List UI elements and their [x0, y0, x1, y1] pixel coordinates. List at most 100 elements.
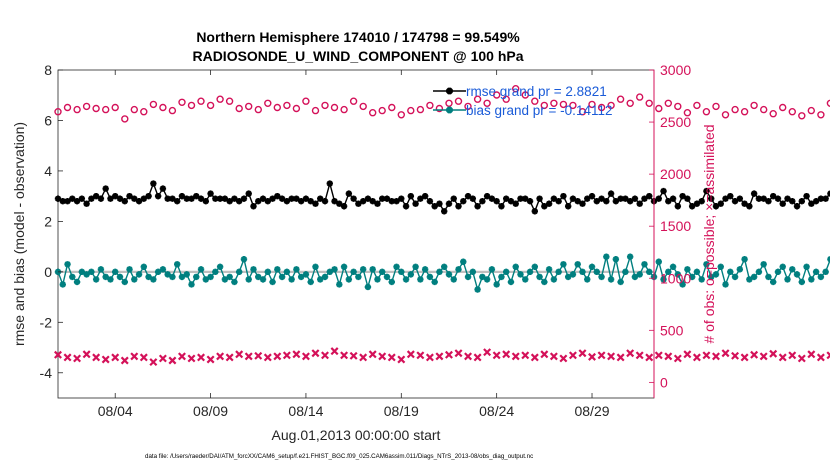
data-point-obs-assimilated-32 — [359, 353, 368, 362]
data-point-obs-assimilated-75 — [769, 349, 778, 358]
data-point-obs-assimilated-58 — [607, 352, 616, 361]
data-point-rmse-48 — [283, 198, 291, 205]
data-point-bias-65 — [364, 283, 372, 291]
data-point-rmse-75 — [412, 200, 419, 207]
data-point-obs-possible-9 — [140, 107, 148, 116]
data-point-bias-122 — [636, 271, 643, 278]
data-point-bias-118 — [617, 278, 624, 286]
data-point-obs-possible-14 — [187, 101, 196, 110]
data-point-rmse-134 — [693, 200, 701, 207]
data-point-bias-46 — [274, 266, 281, 273]
data-point-obs-possible-66 — [683, 108, 692, 117]
data-point-rmse-132 — [684, 195, 691, 202]
data-point-rmse-98 — [522, 195, 529, 202]
data-point-obs-assimilated-43 — [464, 352, 473, 361]
data-point-rmse-119 — [622, 195, 629, 202]
data-point-bias-55 — [317, 276, 324, 283]
data-point-obs-possible-63 — [655, 104, 663, 113]
data-point-bias-45 — [269, 278, 276, 286]
data-point-obs-assimilated-72 — [740, 353, 749, 362]
data-point-bias-11 — [107, 276, 114, 283]
data-point-obs-possible-77 — [788, 107, 796, 116]
chart-title-line-1: Northern Hemisphere 174010 / 174798 = 99… — [196, 29, 520, 45]
data-point-obs-possible-43 — [464, 102, 472, 111]
data-point-rmse-19 — [145, 192, 152, 200]
data-point-bias-10 — [102, 273, 109, 281]
data-point-rmse-25 — [174, 198, 181, 205]
data-point-bias-72 — [398, 268, 405, 276]
data-point-obs-assimilated-29 — [330, 347, 339, 356]
data-point-obs-possible-6 — [111, 103, 119, 112]
data-point-bias-30 — [197, 266, 205, 273]
data-point-rmse-6 — [83, 200, 90, 207]
data-point-rmse-46 — [274, 192, 281, 200]
data-point-bias-63 — [355, 273, 362, 281]
data-point-rmse-41 — [250, 203, 257, 210]
data-point-bias-78 — [426, 273, 434, 281]
data-point-bias-97 — [517, 271, 524, 278]
chart-title-line-2: RADIOSONDE_U_WIND_COMPONENT @ 100 hPa — [192, 48, 523, 64]
data-point-bias-110 — [579, 268, 586, 276]
data-point-obs-assimilated-73 — [750, 350, 759, 359]
data-point-bias-157 — [803, 263, 810, 270]
data-point-bias-4 — [73, 278, 81, 286]
data-point-rmse-116 — [607, 190, 615, 197]
data-point-obs-possible-68 — [702, 107, 711, 116]
data-point-rmse-26 — [178, 192, 186, 200]
data-point-obs-assimilated-77 — [788, 351, 797, 360]
data-point-obs-possible-80 — [817, 111, 825, 119]
data-point-obs-possible-30 — [340, 105, 348, 114]
data-point-bias-17 — [135, 271, 143, 278]
data-point-bias-89 — [479, 273, 486, 281]
data-point-obs-possible-75 — [769, 109, 777, 118]
data-point-rmse-29 — [193, 192, 200, 200]
data-point-bias-39 — [240, 256, 248, 263]
data-point-bias-109 — [574, 261, 581, 268]
data-point-bias-144 — [741, 256, 748, 263]
data-point-bias-75 — [412, 263, 419, 270]
data-point-rmse-108 — [569, 195, 577, 202]
data-point-obs-assimilated-16 — [206, 355, 215, 364]
data-point-rmse-80 — [436, 200, 443, 207]
data-point-bias-136 — [703, 261, 710, 268]
data-point-rmse-10 — [102, 185, 109, 192]
data-point-bias-155 — [793, 271, 801, 278]
data-point-bias-150 — [770, 278, 777, 286]
data-point-obs-assimilated-31 — [349, 351, 358, 360]
data-point-bias-57 — [326, 268, 333, 276]
axes-layer: 08/04 08/09 08/14 08/19 08/24 08/29 -4 -2 0 2 4 6 8 0… — [40, 62, 692, 419]
data-point-bias-59 — [336, 281, 343, 288]
data-point-obs-possible-13 — [178, 98, 186, 107]
data-point-bias-116 — [607, 276, 615, 283]
data-point-rmse-139 — [717, 200, 724, 207]
data-point-rmse-34 — [216, 195, 224, 202]
data-point-bias-82 — [445, 271, 453, 278]
data-point-bias-43 — [259, 276, 267, 283]
data-point-bias-128 — [665, 268, 672, 276]
data-point-rmse-18 — [140, 195, 148, 202]
data-point-rmse-76 — [417, 195, 424, 202]
data-point-rmse-83 — [450, 195, 457, 202]
data-point-rmse-45 — [269, 195, 276, 202]
data-point-bias-147 — [755, 268, 763, 276]
data-point-bias-66 — [369, 266, 376, 273]
data-point-bias-100 — [531, 263, 538, 270]
data-point-obs-assimilated-47 — [502, 350, 511, 359]
data-point-bias-129 — [669, 263, 677, 270]
data-point-rmse-8 — [92, 192, 100, 200]
y-right-tick-label-0: 0 — [660, 374, 668, 390]
data-point-bias-67 — [374, 276, 381, 283]
data-point-bias-98 — [522, 276, 529, 283]
series-rmse — [54, 180, 830, 215]
data-point-bias-96 — [512, 263, 519, 270]
data-point-bias-1 — [59, 281, 66, 288]
data-point-obs-assimilated-0 — [54, 350, 62, 359]
data-point-bias-126 — [655, 258, 662, 265]
data-point-bias-48 — [283, 268, 291, 276]
data-point-rmse-36 — [226, 198, 233, 205]
data-point-rmse-141 — [727, 192, 734, 200]
data-point-obs-assimilated-2 — [73, 354, 82, 363]
data-point-rmse-58 — [331, 198, 338, 205]
data-point-rmse-81 — [441, 208, 448, 215]
